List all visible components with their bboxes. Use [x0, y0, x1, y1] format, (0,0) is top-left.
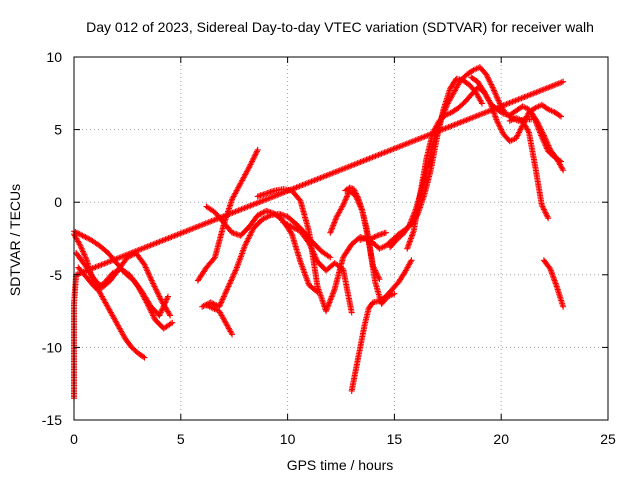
- series-arc-13: [348, 257, 415, 394]
- data-point: [382, 229, 389, 236]
- series-arc-12: [342, 184, 383, 283]
- y-tick-label: -15: [42, 412, 62, 428]
- y-tick-label: -5: [50, 267, 63, 283]
- x-tick-label: 25: [600, 431, 616, 447]
- data-point: [167, 320, 174, 327]
- data-points: [71, 64, 567, 402]
- y-tick-label: -10: [42, 339, 62, 355]
- data-point: [167, 312, 174, 319]
- data-point: [164, 293, 171, 300]
- data-point: [288, 229, 295, 236]
- data-point: [372, 233, 379, 240]
- data-point: [327, 254, 334, 261]
- data-point: [141, 354, 148, 361]
- series-arc-10: [280, 219, 355, 316]
- y-tick-labels: -15 -10 -5 0 5 10: [42, 49, 62, 428]
- data-point: [348, 309, 355, 316]
- data-point: [556, 112, 563, 119]
- data-point: [254, 146, 261, 153]
- series-arc-18: [506, 114, 552, 222]
- data-point: [140, 353, 147, 360]
- data-point: [560, 78, 567, 85]
- y-tick-label: 10: [46, 49, 62, 65]
- data-point: [166, 311, 173, 318]
- series-arc-4: [75, 264, 176, 332]
- y-tick-label: 0: [54, 194, 62, 210]
- y-tick-label: 5: [54, 122, 62, 138]
- data-point: [325, 253, 332, 260]
- x-tick-label: 0: [70, 431, 78, 447]
- data-point: [546, 264, 553, 271]
- x-tick-label: 5: [177, 431, 185, 447]
- x-tick-label: 10: [280, 431, 296, 447]
- chart-title: Day 012 of 2023, Sidereal Day-to-day VTE…: [86, 19, 594, 35]
- data-point: [391, 290, 398, 297]
- data-point: [478, 100, 485, 107]
- data-point: [408, 257, 415, 264]
- data-point: [376, 276, 383, 283]
- series-arc-5: [194, 146, 261, 284]
- x-tick-label: 15: [387, 431, 403, 447]
- y-axis-label: SDTVAR / TECUs: [7, 184, 23, 296]
- series-arc-20: [540, 257, 567, 310]
- data-point: [499, 109, 506, 116]
- data-point: [558, 113, 565, 120]
- data-point: [560, 167, 567, 174]
- data-point: [229, 331, 236, 338]
- data-point: [545, 215, 552, 222]
- data-point: [169, 319, 176, 326]
- series-arc-7: [203, 302, 236, 338]
- plot-frame: [73, 56, 609, 421]
- series-arc-19: [528, 109, 567, 174]
- data-point: [560, 303, 567, 310]
- x-tick-labels: 0 5 10 15 20 25: [70, 431, 616, 447]
- series-arc-6: [199, 210, 334, 310]
- x-tick-label: 20: [493, 431, 509, 447]
- x-axis-label: GPS time / hours: [287, 457, 394, 473]
- axis-ticks: [73, 56, 609, 421]
